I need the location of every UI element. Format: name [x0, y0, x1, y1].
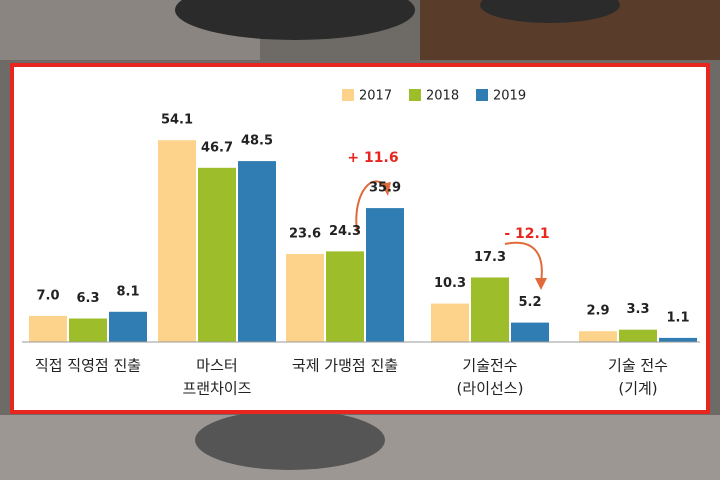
- bar: [29, 315, 67, 342]
- value-label: 24.3: [329, 224, 361, 239]
- value-label: 35.9: [369, 181, 401, 196]
- bar: [366, 208, 404, 342]
- category-label: 마스터: [196, 357, 237, 375]
- photo-grill: [195, 410, 385, 470]
- bar: [286, 253, 324, 342]
- value-label: 7.0: [36, 288, 59, 303]
- value-label: 10.3: [434, 276, 466, 291]
- bar: [238, 161, 276, 342]
- value-label: 46.7: [201, 140, 233, 155]
- category-label: 기술 전수: [608, 357, 668, 375]
- annotation: - 12.1: [504, 226, 549, 242]
- arrow-head: [535, 278, 547, 290]
- legend-label: 2019: [493, 89, 526, 104]
- category-label: (기계): [618, 380, 657, 398]
- value-label: 5.2: [518, 295, 541, 310]
- bar: [158, 140, 196, 342]
- annotation: + 11.6: [347, 150, 398, 166]
- chart-frame: [10, 63, 710, 414]
- value-label: 2.9: [586, 304, 609, 319]
- bar: [471, 277, 509, 342]
- category-label: 프랜차이즈: [182, 380, 251, 398]
- value-label: 3.3: [626, 302, 649, 317]
- legend-label: 2017: [359, 89, 392, 104]
- value-label: 54.1: [161, 113, 193, 128]
- legend-label: 2018: [426, 89, 459, 104]
- value-label: 48.5: [241, 134, 273, 149]
- bar: [109, 311, 147, 342]
- category-label: 직접 직영점 진출: [35, 357, 141, 375]
- bar: [431, 303, 469, 342]
- arrow: [504, 241, 543, 283]
- value-label: 8.1: [116, 284, 139, 299]
- value-label: 6.3: [76, 291, 99, 306]
- bar: [619, 329, 657, 342]
- legend-swatch: [409, 89, 421, 101]
- category-label: (라이선스): [457, 380, 524, 398]
- value-label: 17.3: [474, 250, 506, 265]
- value-label: 1.1: [666, 310, 689, 325]
- bar: [198, 167, 236, 342]
- legend-swatch: [342, 89, 354, 101]
- bar: [69, 318, 107, 342]
- category-label: 국제 가맹점 진출: [292, 357, 398, 375]
- bar: [579, 331, 617, 342]
- bar: [511, 322, 549, 342]
- bar: [326, 251, 364, 342]
- legend-swatch: [476, 89, 488, 101]
- photo-hood: [480, 0, 620, 23]
- bar: [659, 337, 697, 342]
- value-label: 23.6: [289, 226, 321, 241]
- category-label: 기술전수: [462, 357, 517, 375]
- arrow-head: [381, 182, 391, 196]
- photo-hood: [175, 0, 415, 40]
